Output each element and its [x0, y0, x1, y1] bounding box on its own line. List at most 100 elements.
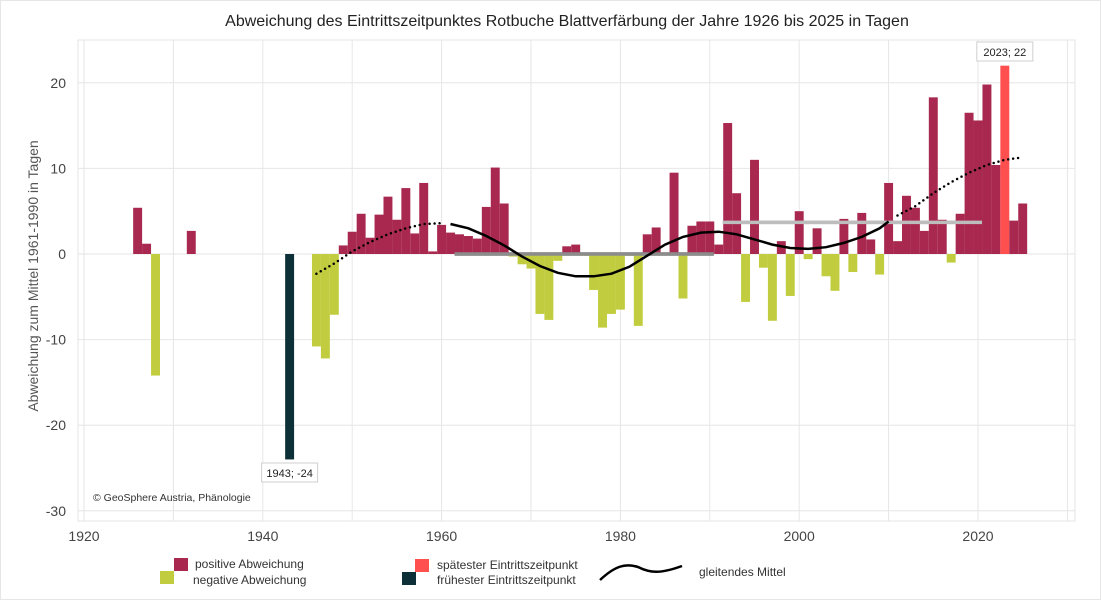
copyright-note: © GeoSphere Austria, Phänologie: [93, 492, 251, 504]
bar-1998: [776, 241, 786, 254]
bar-1990: [705, 221, 715, 254]
bar-1977: [589, 254, 599, 290]
chart-title: Abweichung des Eintrittszeitpunktes Rotb…: [225, 13, 909, 30]
bar-1997: [767, 254, 777, 321]
x-tick-label: 2000: [784, 528, 815, 544]
bar-2011: [893, 241, 903, 254]
bar-2023: [1000, 65, 1010, 255]
legend-label-negative: negative Abweichung: [193, 573, 306, 587]
bar-1999: [785, 254, 795, 296]
legend-swatch-latest: [415, 559, 429, 572]
bar-1982: [633, 254, 643, 326]
bar-1932: [186, 230, 196, 254]
bar-2020: [973, 120, 983, 255]
latest-callout-label: 2023; 22: [983, 47, 1026, 59]
bars: [133, 65, 1028, 460]
bar-2009: [875, 254, 885, 275]
x-ticks: 1920 1940 1960 1980 2000 2020: [68, 528, 993, 544]
earliest-callout-label: 1943; -24: [266, 468, 312, 480]
bar-1958: [419, 182, 429, 254]
bar-1946: [311, 254, 321, 347]
bar-2001: [803, 254, 813, 260]
y-tick-label: 0: [58, 246, 66, 262]
bar-1967: [499, 203, 509, 254]
bar-1988: [687, 225, 697, 254]
legend-swatch-negative: [160, 571, 174, 584]
moving-average-dotted-end: [896, 156, 1024, 217]
bar-1986: [669, 172, 679, 254]
bar-2024: [1009, 220, 1019, 254]
earliest-callout-box: [261, 462, 319, 483]
bar-1948: [329, 254, 339, 315]
y-tick-label: -10: [46, 332, 66, 348]
legend-label-moving-average: gleitendes Mittel: [699, 565, 786, 579]
bar-1973: [553, 254, 563, 261]
plot-border: [77, 39, 1076, 522]
bar-1992: [723, 123, 733, 254]
legend-swatch-earliest: [402, 572, 416, 585]
bar-2021: [982, 84, 992, 255]
bar-1983: [642, 234, 652, 254]
bar-1971: [535, 254, 545, 314]
bar-2004: [830, 254, 840, 291]
y-tick-label: 20: [50, 75, 66, 91]
bar-1979: [606, 254, 616, 314]
bar-1950: [347, 231, 357, 254]
bar-2022: [991, 164, 1001, 254]
y-tick-label: -20: [46, 417, 66, 433]
bar-2018: [955, 213, 965, 254]
bar-1926: [133, 207, 143, 254]
legend-label-latest: spätester Eintrittszeitpunkt: [437, 558, 578, 572]
bar-1952: [365, 237, 375, 254]
latest-callout-box: [976, 41, 1034, 62]
bar-2025: [1018, 203, 1028, 254]
bar-1975: [571, 244, 581, 254]
gridlines: [77, 39, 1076, 522]
bar-2017: [946, 254, 956, 263]
legend-swatch-positive: [174, 558, 188, 571]
x-tick-label: 1940: [247, 528, 278, 544]
bar-1991: [714, 244, 724, 254]
bar-2015: [928, 97, 938, 255]
bar-1984: [651, 227, 661, 254]
bar-2019: [964, 112, 974, 254]
bar-1972: [544, 254, 554, 320]
legend-label-earliest: frühester Eintrittszeitpunkt: [437, 573, 576, 587]
bar-1996: [758, 254, 768, 268]
bar-1962: [455, 234, 464, 254]
bar-2005: [839, 218, 849, 254]
bar-1965: [481, 206, 491, 254]
bar-1953: [374, 214, 384, 254]
bar-1959: [428, 251, 438, 254]
legend-swatch-moving-average: [599, 564, 683, 581]
bar-1987: [678, 254, 688, 299]
bar-2012: [902, 195, 911, 254]
bar-2008: [866, 239, 876, 254]
bar-2013: [910, 207, 920, 254]
bar-2002: [812, 228, 822, 254]
y-axis-label: Abweichung zum Mittel 1961-1990 in Tagen: [25, 140, 41, 411]
bar-2016: [937, 219, 947, 254]
bar-1995: [750, 159, 759, 254]
x-tick-label: 1920: [68, 528, 99, 544]
extreme-callouts: 2023; 22 1943; -24: [261, 41, 1034, 483]
bar-2007: [857, 212, 867, 254]
bar-2010: [884, 182, 894, 254]
bar-1927: [142, 243, 152, 254]
bar-1960: [437, 224, 447, 254]
bar-1989: [696, 221, 706, 254]
y-tick-label: 10: [50, 160, 66, 176]
bar-2000: [794, 211, 804, 254]
bar-1974: [562, 246, 572, 254]
bar-1961: [446, 232, 456, 254]
legend: positive Abweichung negative Abweichung sp…: [160, 557, 786, 587]
moving-average-dotted-start: [315, 221, 443, 275]
bar-1928: [151, 254, 160, 376]
bar-2006: [848, 254, 858, 272]
bar-2014: [919, 230, 929, 254]
moving-average-line: [450, 220, 890, 278]
bar-1969: [517, 254, 527, 265]
legend-label-positive: positive Abweichung: [195, 557, 304, 571]
bar-1978: [598, 254, 607, 328]
